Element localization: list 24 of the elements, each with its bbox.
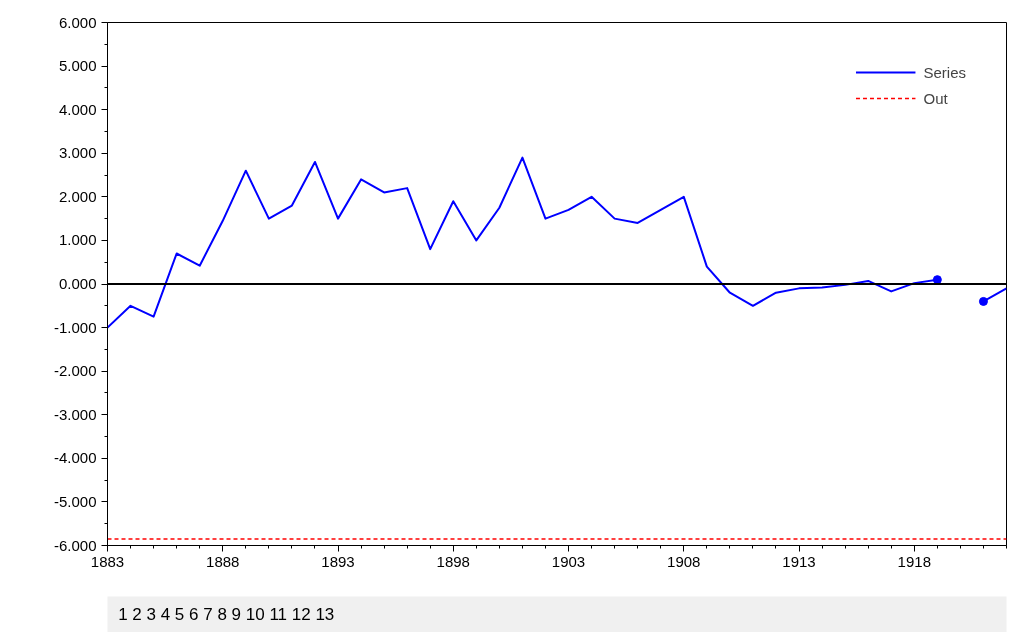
x-tick-label: 1903: [551, 552, 586, 570]
x-tick-label: 1918: [897, 552, 931, 570]
y-tick-label: 6.000: [58, 13, 97, 31]
y-tick-label: -5.000: [53, 492, 97, 510]
x-tick-label: 1883: [90, 552, 125, 570]
y-tick-label: 5.000: [58, 57, 97, 75]
x-tick-label: 1893: [321, 552, 355, 570]
y-tick-label: 0.000: [58, 275, 97, 292]
y-tick-label: 2.000: [58, 187, 97, 205]
y-tick-label: -3.000: [53, 405, 97, 423]
x-tick-label: 1898: [436, 552, 470, 570]
legend-label: Out: [923, 89, 948, 107]
legend-label: Series: [923, 63, 966, 81]
x-tick-label: 1908: [667, 552, 701, 570]
y-tick-label: 1.000: [58, 231, 97, 249]
y-tick-label: -6.000: [53, 536, 97, 554]
y-tick-label: -1.000: [53, 318, 97, 336]
y-tick-label: 4.000: [58, 100, 97, 118]
x-tick-label: 1888: [206, 552, 240, 570]
text: 1 2 3 4 5 6 7 8 9 10 11 12 13: [118, 605, 335, 624]
y-tick-label: -4.000: [53, 449, 97, 467]
x-tick-label: 1913: [782, 552, 816, 570]
y-tick-label: 3.000: [58, 144, 97, 162]
y-tick-label: -2.000: [53, 362, 97, 380]
